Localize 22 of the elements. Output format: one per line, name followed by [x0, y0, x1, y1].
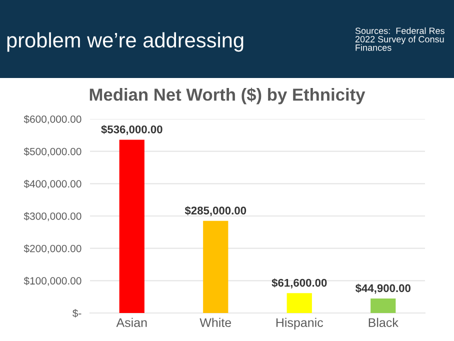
data-label: $536,000.00	[101, 124, 162, 135]
text: problem we’re addressing	[7, 32, 244, 52]
y-tick-label: $-	[72, 309, 82, 318]
y-tick-label: $300,000.00	[24, 212, 82, 222]
y-tick-label: $200,000.00	[24, 244, 82, 254]
x-tick-label: Asian	[116, 318, 147, 328]
bar	[370, 298, 396, 313]
data-label: $285,000.00	[184, 206, 246, 216]
y-tick-label: $500,000.00	[24, 147, 82, 156]
bar	[203, 220, 228, 313]
chart-title: Median Net Worth ($) by Ethnicity	[90, 88, 366, 104]
x-tick-label: Black	[368, 318, 398, 328]
y-tick-label: $400,000.00	[24, 180, 82, 189]
data-label: $44,900.00	[355, 284, 410, 294]
bar	[119, 140, 144, 313]
source-note: Sources: Federal Res 2022 Survey of Consu Finances	[355, 27, 444, 51]
x-tick-label: White	[200, 318, 232, 328]
y-tick-label: $100,000.00	[24, 276, 82, 286]
y-tick-label: $600,000.00	[24, 115, 82, 124]
bar	[286, 293, 312, 313]
data-label: $61,600.00	[272, 278, 327, 288]
x-tick-label: Hispanic	[276, 318, 324, 330]
